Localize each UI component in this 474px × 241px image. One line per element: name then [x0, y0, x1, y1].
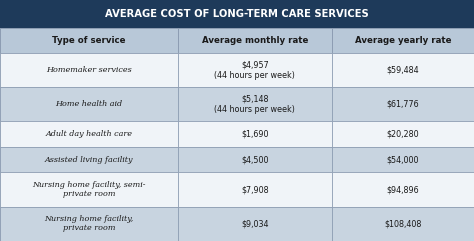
- Bar: [178, 53, 332, 87]
- Text: AVERAGE COST OF LONG-TERM CARE SERVICES: AVERAGE COST OF LONG-TERM CARE SERVICES: [105, 9, 369, 19]
- Text: Home health aid: Home health aid: [55, 100, 122, 108]
- Text: Average yearly rate: Average yearly rate: [355, 36, 451, 45]
- Bar: [332, 147, 474, 172]
- Bar: [178, 172, 332, 207]
- Text: Nursing home facility, semi-
private room: Nursing home facility, semi- private roo…: [32, 181, 146, 198]
- Text: $61,776: $61,776: [387, 100, 419, 109]
- Bar: [178, 87, 332, 121]
- Bar: [332, 121, 474, 147]
- Bar: [332, 207, 474, 241]
- Bar: [0, 172, 178, 207]
- Bar: [178, 147, 332, 172]
- Bar: [0, 0, 474, 28]
- Text: Adult day health care: Adult day health care: [46, 130, 132, 138]
- Text: $9,034: $9,034: [241, 219, 269, 228]
- Bar: [0, 87, 178, 121]
- Text: $59,484: $59,484: [387, 65, 419, 74]
- Bar: [332, 172, 474, 207]
- Text: Homemaker services: Homemaker services: [46, 66, 132, 74]
- Bar: [0, 121, 178, 147]
- Bar: [332, 28, 474, 53]
- Text: $20,280: $20,280: [387, 130, 419, 139]
- Text: Nursing home facility,
private room: Nursing home facility, private room: [44, 215, 134, 233]
- Bar: [178, 121, 332, 147]
- Bar: [178, 28, 332, 53]
- Bar: [332, 87, 474, 121]
- Text: $4,500: $4,500: [241, 155, 269, 164]
- Bar: [332, 53, 474, 87]
- Bar: [0, 53, 178, 87]
- Bar: [0, 207, 178, 241]
- Text: $108,408: $108,408: [384, 219, 421, 228]
- Text: $1,690: $1,690: [241, 130, 269, 139]
- Text: $4,957
(44 hours per week): $4,957 (44 hours per week): [214, 60, 295, 80]
- Bar: [0, 28, 178, 53]
- Text: $94,896: $94,896: [387, 185, 419, 194]
- Bar: [0, 147, 178, 172]
- Text: Average monthly rate: Average monthly rate: [201, 36, 308, 45]
- Text: $7,908: $7,908: [241, 185, 269, 194]
- Text: Assisted living facility: Assisted living facility: [45, 156, 133, 164]
- Text: Type of service: Type of service: [52, 36, 126, 45]
- Text: $5,148
(44 hours per week): $5,148 (44 hours per week): [214, 94, 295, 114]
- Text: $54,000: $54,000: [387, 155, 419, 164]
- Bar: [178, 207, 332, 241]
